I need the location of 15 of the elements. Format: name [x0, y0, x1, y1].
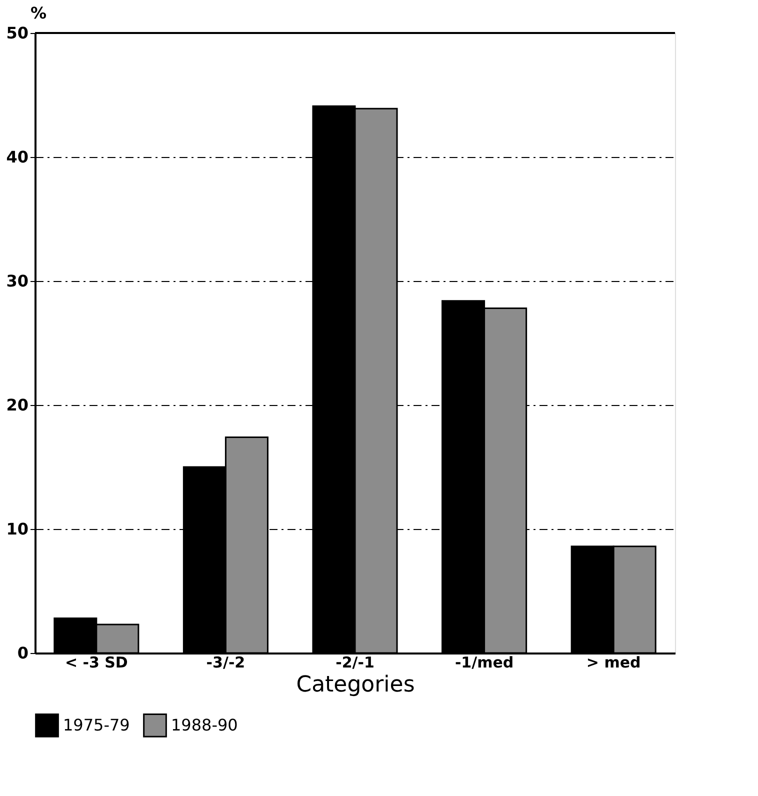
x-tick-label: > med — [586, 654, 641, 672]
x-axis-title: Categories — [296, 672, 415, 698]
y-tick-label: 40 — [6, 148, 28, 166]
y-tick-label: 30 — [6, 272, 28, 290]
y-tick-label: 10 — [6, 520, 28, 538]
x-tick-label: -1/med — [454, 654, 514, 672]
x-tick-label: < -3 SD — [64, 654, 128, 672]
x-tick-label: -2/-1 — [336, 654, 374, 672]
legend-label: 1975-79 — [63, 715, 130, 734]
y-tick-label: 20 — [6, 396, 28, 414]
legend-label: 1988-90 — [171, 715, 238, 734]
x-tick-label: -3/-2 — [206, 654, 246, 672]
y-axis-title: % — [30, 4, 47, 22]
y-tick-label: 50 — [6, 24, 28, 42]
y-tick-label: 0 — [17, 644, 28, 662]
